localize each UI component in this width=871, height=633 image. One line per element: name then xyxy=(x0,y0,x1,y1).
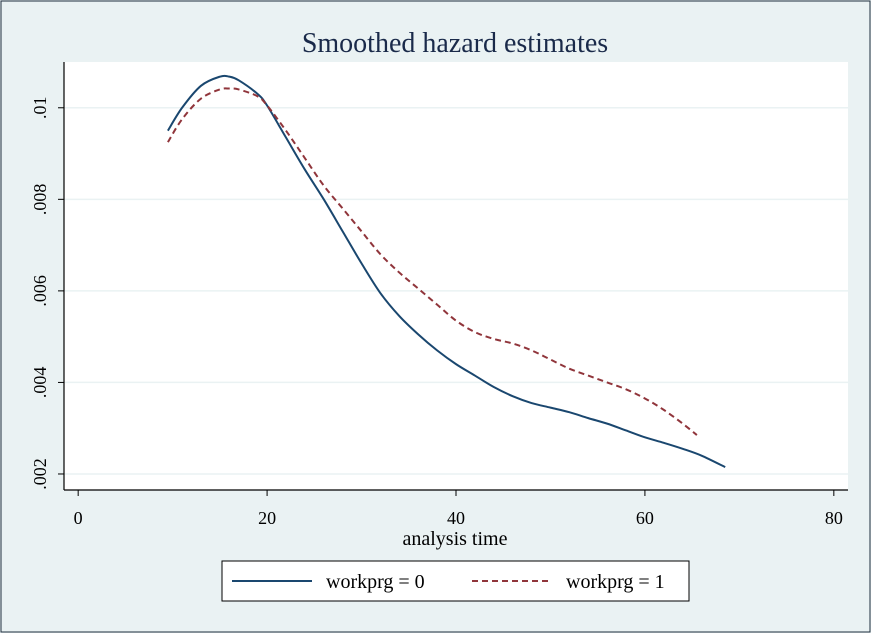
x-axis-title: analysis time xyxy=(403,528,508,550)
legend: workprg = 0 workprg = 1 xyxy=(221,560,690,602)
y-tick-label: .006 xyxy=(30,275,50,307)
y-tick-label: .01 xyxy=(30,97,50,120)
y-tick-label: .008 xyxy=(30,184,50,216)
chart-title: Smoothed hazard estimates xyxy=(302,28,608,59)
grid-layer xyxy=(64,107,848,475)
y-tick-label: .004 xyxy=(30,367,50,399)
axes-layer: .002 .004 .006 .008 .01 0 20 40 60 80 xyxy=(30,62,848,528)
series-line-workprg-1 xyxy=(167,87,698,436)
plot-area xyxy=(64,62,848,490)
legend-label-workprg-1: workprg = 1 xyxy=(566,571,665,593)
y-tick-label: .002 xyxy=(30,458,50,490)
x-tick-label: 80 xyxy=(825,508,843,528)
series-line-workprg-0 xyxy=(167,74,726,469)
legend-label-workprg-0: workprg = 0 xyxy=(326,571,425,593)
x-tick-label: 40 xyxy=(447,508,465,528)
x-tick-label: 20 xyxy=(258,508,276,528)
series-layer xyxy=(167,74,726,469)
x-tick-label: 0 xyxy=(74,508,83,528)
x-tick-label: 60 xyxy=(636,508,654,528)
